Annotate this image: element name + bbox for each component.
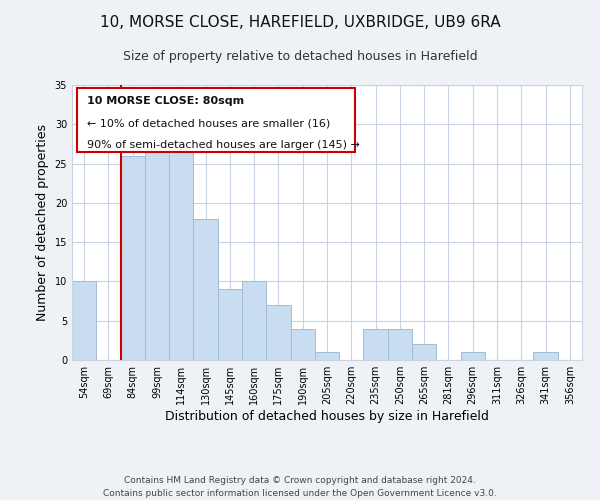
- X-axis label: Distribution of detached houses by size in Harefield: Distribution of detached houses by size …: [165, 410, 489, 423]
- Bar: [461, 352, 485, 360]
- Text: ← 10% of detached houses are smaller (16): ← 10% of detached houses are smaller (16…: [88, 118, 331, 128]
- Bar: [412, 344, 436, 360]
- Bar: [315, 352, 339, 360]
- Bar: [388, 328, 412, 360]
- Bar: [218, 290, 242, 360]
- Bar: [290, 328, 315, 360]
- Bar: [242, 282, 266, 360]
- Bar: [121, 156, 145, 360]
- Text: Contains HM Land Registry data © Crown copyright and database right 2024.
Contai: Contains HM Land Registry data © Crown c…: [103, 476, 497, 498]
- Bar: [364, 328, 388, 360]
- Bar: [533, 352, 558, 360]
- Text: 90% of semi-detached houses are larger (145) →: 90% of semi-detached houses are larger (…: [88, 140, 360, 150]
- Bar: [266, 305, 290, 360]
- Bar: [72, 282, 96, 360]
- Bar: [193, 218, 218, 360]
- Text: 10 MORSE CLOSE: 80sqm: 10 MORSE CLOSE: 80sqm: [88, 96, 244, 106]
- Text: Size of property relative to detached houses in Harefield: Size of property relative to detached ho…: [122, 50, 478, 63]
- FancyBboxPatch shape: [77, 88, 355, 152]
- Text: 10, MORSE CLOSE, HAREFIELD, UXBRIDGE, UB9 6RA: 10, MORSE CLOSE, HAREFIELD, UXBRIDGE, UB…: [100, 15, 500, 30]
- Bar: [145, 132, 169, 360]
- Y-axis label: Number of detached properties: Number of detached properties: [36, 124, 49, 321]
- Bar: [169, 132, 193, 360]
